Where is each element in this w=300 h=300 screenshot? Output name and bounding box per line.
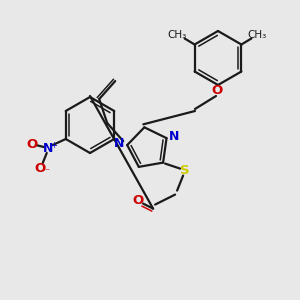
Text: O: O — [34, 161, 45, 175]
Text: CH₃: CH₃ — [248, 31, 267, 40]
Text: S: S — [180, 164, 190, 177]
Text: CH₃: CH₃ — [167, 31, 186, 40]
Text: +: + — [50, 140, 57, 149]
Text: O: O — [212, 85, 223, 98]
Text: N: N — [169, 130, 180, 142]
Text: N: N — [43, 142, 53, 155]
Text: O: O — [26, 137, 38, 151]
Text: N: N — [114, 136, 124, 150]
Text: ⁻: ⁻ — [44, 167, 49, 177]
Text: O: O — [133, 194, 144, 207]
